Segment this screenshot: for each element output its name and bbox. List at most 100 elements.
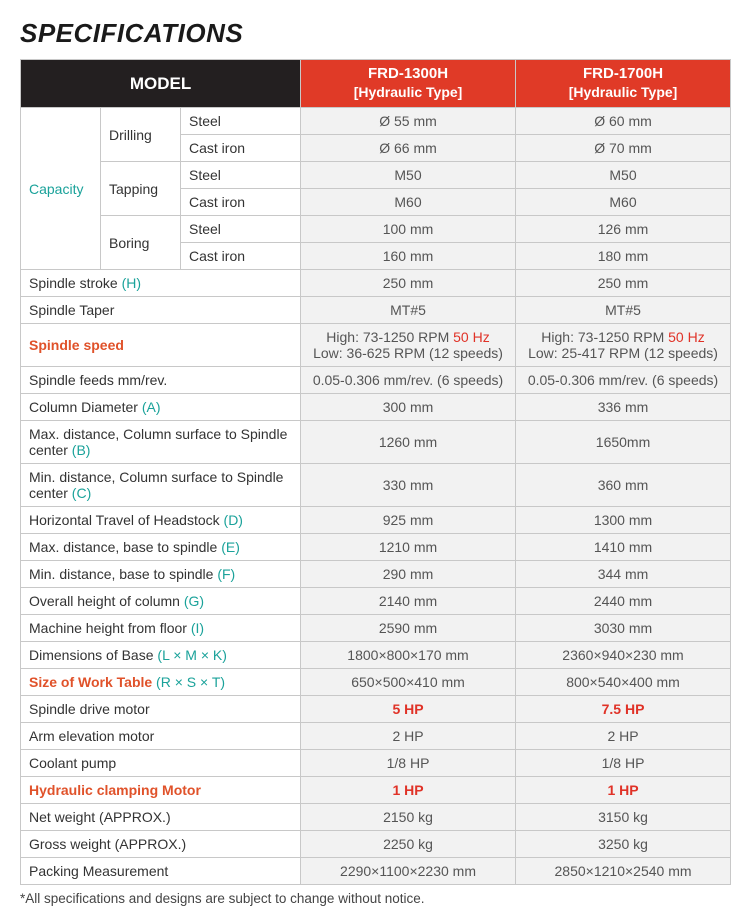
col1-name: FRD-1300H [368, 65, 448, 82]
cell-value: 126 mm [516, 216, 731, 243]
table-row: Net weight (APPROX.)2150 kg3150 kg [21, 804, 731, 831]
cell-value: 2360×940×230 mm [516, 642, 731, 669]
cell-value: 290 mm [301, 561, 516, 588]
cell-value: 1410 mm [516, 534, 731, 561]
capacity-material: Steel [181, 162, 301, 189]
col2-sub: [Hydraulic Type] [522, 84, 724, 102]
cell-value: 2250 kg [301, 831, 516, 858]
model-header: MODEL [21, 60, 301, 108]
cell-value: 360 mm [516, 464, 731, 507]
table-row: Spindle speedHigh: 73-1250 RPM 50 HzLow:… [21, 324, 731, 367]
col2-name: FRD-1700H [583, 65, 663, 82]
cell-value: 250 mm [516, 270, 731, 297]
cell-value: 1260 mm [301, 421, 516, 464]
cell-value: 2290×1100×2230 mm [301, 858, 516, 885]
cell-value: 2 HP [301, 723, 516, 750]
table-row: Coolant pump1/8 HP1/8 HP [21, 750, 731, 777]
row-label: Coolant pump [21, 750, 301, 777]
row-label: Spindle Taper [21, 297, 301, 324]
table-row: Gross weight (APPROX.)2250 kg3250 kg [21, 831, 731, 858]
table-row: Overall height of column (G)2140 mm2440 … [21, 588, 731, 615]
table-row: BoringSteel100 mm126 mm [21, 216, 731, 243]
column-header-2: FRD-1700H [Hydraulic Type] [516, 60, 731, 108]
row-label: Max. distance, base to spindle (E) [21, 534, 301, 561]
cell-value: Ø 55 mm [301, 108, 516, 135]
row-label: Column Diameter (A) [21, 394, 301, 421]
cell-value: MT#5 [301, 297, 516, 324]
capacity-group: Boring [101, 216, 181, 270]
column-header-1: FRD-1300H [Hydraulic Type] [301, 60, 516, 108]
row-label: Min. distance, base to spindle (F) [21, 561, 301, 588]
table-row: Min. distance, base to spindle (F)290 mm… [21, 561, 731, 588]
table-row: Min. distance, Column surface to Spindle… [21, 464, 731, 507]
row-label: Hydraulic clamping Motor [21, 777, 301, 804]
cell-value: 330 mm [301, 464, 516, 507]
cell-value: 2 HP [516, 723, 731, 750]
cell-value: 1/8 HP [516, 750, 731, 777]
cell-value: 180 mm [516, 243, 731, 270]
row-label: Horizontal Travel of Headstock (D) [21, 507, 301, 534]
capacity-material: Cast iron [181, 243, 301, 270]
cell-value: 3150 kg [516, 804, 731, 831]
cell-value: High: 73-1250 RPM 50 HzLow: 25-417 RPM (… [516, 324, 731, 367]
row-label: Max. distance, Column surface to Spindle… [21, 421, 301, 464]
cell-value: 0.05-0.306 mm/rev. (6 speeds) [301, 367, 516, 394]
cell-value: M50 [516, 162, 731, 189]
row-label: Gross weight (APPROX.) [21, 831, 301, 858]
capacity-group: Tapping [101, 162, 181, 216]
table-row: Spindle TaperMT#5MT#5 [21, 297, 731, 324]
cell-value: 0.05-0.306 mm/rev. (6 speeds) [516, 367, 731, 394]
capacity-material: Cast iron [181, 189, 301, 216]
cell-value: 250 mm [301, 270, 516, 297]
row-label: Arm elevation motor [21, 723, 301, 750]
cell-value: Ø 70 mm [516, 135, 731, 162]
cell-value: 7.5 HP [516, 696, 731, 723]
cell-value: 3250 kg [516, 831, 731, 858]
row-label: Min. distance, Column surface to Spindle… [21, 464, 301, 507]
table-row: Max. distance, base to spindle (E)1210 m… [21, 534, 731, 561]
capacity-group: Drilling [101, 108, 181, 162]
cell-value: 300 mm [301, 394, 516, 421]
table-row: Size of Work Table (R × S × T)650×500×41… [21, 669, 731, 696]
cell-value: 100 mm [301, 216, 516, 243]
table-row: Spindle stroke (H)250 mm250 mm [21, 270, 731, 297]
cell-value: M60 [301, 189, 516, 216]
cell-value: 3030 mm [516, 615, 731, 642]
cell-value: 925 mm [301, 507, 516, 534]
cell-value: High: 73-1250 RPM 50 HzLow: 36-625 RPM (… [301, 324, 516, 367]
table-row: Column Diameter (A)300 mm336 mm [21, 394, 731, 421]
col1-sub: [Hydraulic Type] [307, 84, 509, 102]
table-row: Arm elevation motor2 HP2 HP [21, 723, 731, 750]
cell-value: M60 [516, 189, 731, 216]
cell-value: M50 [301, 162, 516, 189]
row-label: Spindle feeds mm/rev. [21, 367, 301, 394]
capacity-material: Steel [181, 108, 301, 135]
cell-value: 344 mm [516, 561, 731, 588]
cell-value: 2590 mm [301, 615, 516, 642]
capacity-label: Capacity [21, 108, 101, 270]
row-label: Machine height from floor (I) [21, 615, 301, 642]
table-row: Hydraulic clamping Motor1 HP1 HP [21, 777, 731, 804]
capacity-material: Cast iron [181, 135, 301, 162]
capacity-material: Steel [181, 216, 301, 243]
spec-table: MODEL FRD-1300H [Hydraulic Type] FRD-170… [20, 59, 731, 885]
cell-value: 1 HP [516, 777, 731, 804]
cell-value: Ø 66 mm [301, 135, 516, 162]
table-row: Packing Measurement2290×1100×2230 mm2850… [21, 858, 731, 885]
row-label: Spindle stroke (H) [21, 270, 301, 297]
cell-value: 1300 mm [516, 507, 731, 534]
row-label: Size of Work Table (R × S × T) [21, 669, 301, 696]
cell-value: 336 mm [516, 394, 731, 421]
row-label: Net weight (APPROX.) [21, 804, 301, 831]
cell-value: 2850×1210×2540 mm [516, 858, 731, 885]
cell-value: 2140 mm [301, 588, 516, 615]
table-row: Spindle drive motor5 HP7.5 HP [21, 696, 731, 723]
cell-value: 160 mm [301, 243, 516, 270]
table-row: CapacityDrillingSteelØ 55 mmØ 60 mm [21, 108, 731, 135]
row-label: Spindle speed [21, 324, 301, 367]
cell-value: 1/8 HP [301, 750, 516, 777]
cell-value: 800×540×400 mm [516, 669, 731, 696]
cell-value: Ø 60 mm [516, 108, 731, 135]
cell-value: 5 HP [301, 696, 516, 723]
page-title: SPECIFICATIONS [20, 18, 730, 49]
